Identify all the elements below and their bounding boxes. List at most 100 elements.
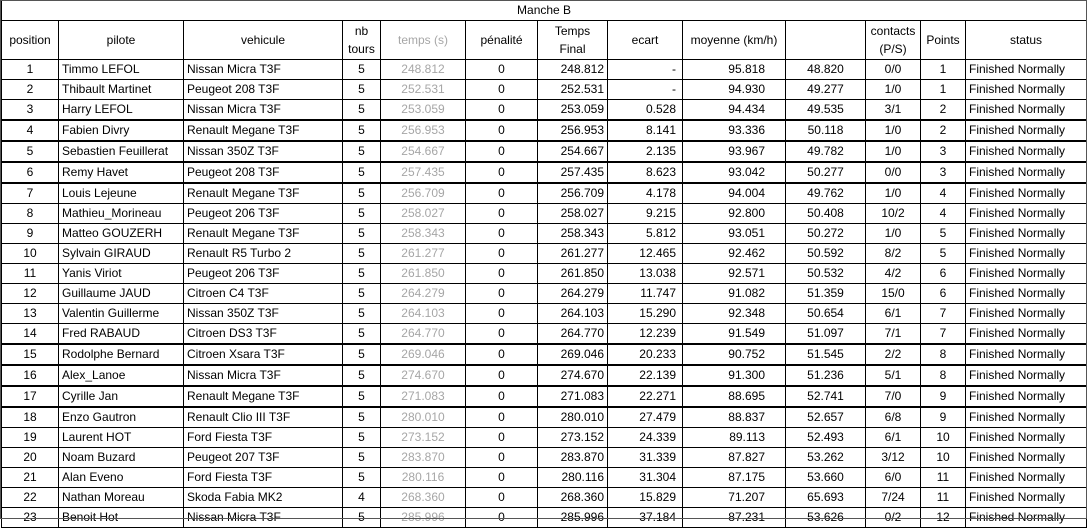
cell-position: 14 bbox=[1, 323, 59, 345]
cell-moyenne: 94.930 bbox=[682, 79, 786, 100]
cell-moyenne: 89.113 bbox=[682, 427, 786, 448]
cell-status: Finished Normally bbox=[964, 119, 1088, 142]
cell-points: 4 bbox=[920, 182, 966, 204]
cell-temps: 264.279 bbox=[380, 283, 466, 304]
cell-contacts: 10/2 bbox=[865, 203, 921, 224]
cell-penalite: 0 bbox=[465, 59, 538, 80]
header-row: position pilote vehicule nb tours temps … bbox=[1, 20, 1088, 60]
cell-contacts: 6/1 bbox=[865, 303, 921, 324]
cell-temps: 248.812 bbox=[380, 59, 466, 80]
cell-unnamed: 50.592 bbox=[785, 243, 866, 264]
cell-temps: 280.010 bbox=[380, 406, 466, 428]
cell-temps-final: 264.770 bbox=[537, 323, 608, 345]
cell-unnamed: 53.660 bbox=[785, 467, 866, 488]
cell-contacts: 2/2 bbox=[865, 343, 921, 366]
cell-status: Finished Normally bbox=[964, 223, 1088, 244]
table-row: 22 Nathan Moreau Skoda Fabia MK2 4 268.360 0 2… bbox=[1, 487, 1088, 508]
cell-moyenne: 92.800 bbox=[682, 203, 786, 224]
table-row: 1 Timmo LEFOL Nissan Micra T3F 5 248.812 0 248… bbox=[1, 59, 1088, 80]
header-vehicule: vehicule bbox=[183, 20, 343, 60]
cell-points: 10 bbox=[920, 447, 966, 468]
cell-temps-final: 256.953 bbox=[537, 119, 608, 142]
cell-unnamed: 50.408 bbox=[785, 203, 866, 224]
cell-penalite: 0 bbox=[465, 467, 538, 488]
cell-unnamed: 49.535 bbox=[785, 99, 866, 121]
header-penalite: pénalité bbox=[465, 20, 538, 60]
cell-nb-tours: 5 bbox=[342, 59, 381, 80]
cell-vehicule: Nissan Micra T3F bbox=[183, 507, 343, 528]
cell-penalite: 0 bbox=[465, 303, 538, 324]
cell-position: 19 bbox=[1, 427, 59, 448]
cell-status: Finished Normally bbox=[964, 203, 1088, 224]
cell-unnamed: 49.762 bbox=[785, 182, 866, 204]
cell-points: 11 bbox=[920, 467, 966, 488]
cell-position: 13 bbox=[1, 303, 59, 324]
cell-pilote: Harry LEFOL bbox=[58, 99, 184, 121]
cell-temps-final: 280.116 bbox=[537, 467, 608, 488]
cell-nb-tours: 5 bbox=[342, 283, 381, 304]
cell-unnamed: 51.097 bbox=[785, 323, 866, 345]
cell-position: 20 bbox=[1, 447, 59, 468]
cell-pilote: Mathieu_Morineau bbox=[58, 203, 184, 224]
table-row: 2 Thibault Martinet Peugeot 208 T3F 5 252.53… bbox=[1, 79, 1088, 100]
cell-status: Finished Normally bbox=[964, 79, 1088, 100]
cell-contacts: 1/0 bbox=[865, 223, 921, 244]
cell-points: 5 bbox=[920, 223, 966, 244]
cell-unnamed: 51.236 bbox=[785, 364, 866, 387]
cell-position: 12 bbox=[1, 283, 59, 304]
cell-pilote: Timmo LEFOL bbox=[58, 59, 184, 80]
cell-ecart: 15.829 bbox=[607, 487, 683, 508]
cell-points: 8 bbox=[920, 364, 966, 387]
cell-nb-tours: 5 bbox=[342, 203, 381, 224]
table-row: 16 Alex_Lanoe Nissan Micra T3F 5 274.670 0 274… bbox=[1, 364, 1088, 387]
cell-status: Finished Normally bbox=[964, 343, 1088, 366]
cell-ecart: 27.479 bbox=[607, 406, 683, 428]
cell-position: 18 bbox=[1, 406, 59, 428]
cell-ecart: 31.339 bbox=[607, 447, 683, 468]
cell-ecart: 24.339 bbox=[607, 427, 683, 448]
cell-points: 6 bbox=[920, 283, 966, 304]
cell-moyenne: 90.752 bbox=[682, 343, 786, 366]
cell-unnamed: 52.493 bbox=[785, 427, 866, 448]
cell-nb-tours: 4 bbox=[342, 487, 381, 508]
table-row: 7 Louis Lejeune Renault Megane T3F 5 256.709… bbox=[1, 182, 1088, 204]
cell-status: Finished Normally bbox=[964, 99, 1088, 121]
cell-moyenne: 93.051 bbox=[682, 223, 786, 244]
cell-contacts: 4/2 bbox=[865, 263, 921, 284]
cell-ecart: 22.139 bbox=[607, 364, 683, 387]
cell-temps: 252.531 bbox=[380, 79, 466, 100]
cell-penalite: 0 bbox=[465, 140, 538, 163]
cell-vehicule: Citroen C4 T3F bbox=[183, 283, 343, 304]
cell-position: 11 bbox=[1, 263, 59, 284]
cell-temps-final: 256.709 bbox=[537, 182, 608, 204]
cell-status: Finished Normally bbox=[964, 447, 1088, 468]
table-row: 19 Laurent HOT Ford Fiesta T3F 5 273.152 0 273… bbox=[1, 427, 1088, 448]
header-unnamed bbox=[785, 20, 866, 60]
cell-temps: 261.850 bbox=[380, 263, 466, 284]
cell-moyenne: 91.300 bbox=[682, 364, 786, 387]
cell-temps-final: 261.850 bbox=[537, 263, 608, 284]
cell-penalite: 0 bbox=[465, 119, 538, 142]
cell-points: 11 bbox=[920, 487, 966, 508]
cell-pilote: Fabien Divry bbox=[58, 119, 184, 142]
cell-vehicule: Nissan 350Z T3F bbox=[183, 303, 343, 324]
cell-vehicule: Skoda Fabia MK2 bbox=[183, 487, 343, 508]
cell-nb-tours: 5 bbox=[342, 79, 381, 100]
header-ecart: ecart bbox=[607, 20, 683, 60]
cell-points: 4 bbox=[920, 203, 966, 224]
cell-moyenne: 94.004 bbox=[682, 182, 786, 204]
cell-points: 10 bbox=[920, 427, 966, 448]
cell-temps-final: 273.152 bbox=[537, 427, 608, 448]
cell-position: 17 bbox=[1, 385, 59, 408]
cell-ecart: 22.271 bbox=[607, 385, 683, 408]
cell-temps: 258.027 bbox=[380, 203, 466, 224]
header-position: position bbox=[1, 20, 59, 60]
cell-points: 2 bbox=[920, 99, 966, 121]
cell-pilote: Remy Havet bbox=[58, 161, 184, 184]
cell-pilote: Yanis Viriot bbox=[58, 263, 184, 284]
cell-penalite: 0 bbox=[465, 99, 538, 121]
cell-contacts: 0/0 bbox=[865, 161, 921, 184]
cell-penalite: 0 bbox=[465, 447, 538, 468]
cell-temps: 253.059 bbox=[380, 99, 466, 121]
cell-penalite: 0 bbox=[465, 263, 538, 284]
